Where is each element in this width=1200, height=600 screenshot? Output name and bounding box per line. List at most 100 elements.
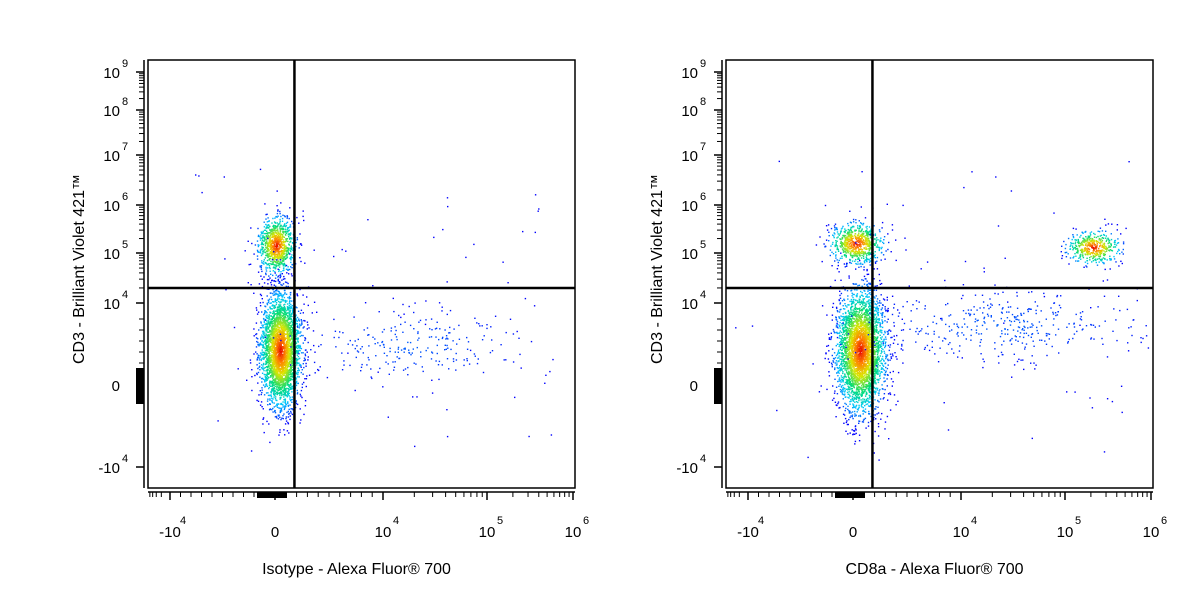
event-dot <box>304 354 307 357</box>
event-dot <box>291 343 294 345</box>
event-dot <box>278 362 280 364</box>
event-dot <box>277 414 279 416</box>
event-dot <box>298 247 300 249</box>
event-dot <box>864 248 866 250</box>
event-dot <box>278 243 280 245</box>
plot-border <box>147 59 576 489</box>
event-dot <box>302 352 304 354</box>
event-dot <box>277 377 279 380</box>
event-dot <box>291 373 293 376</box>
event-dot <box>271 348 273 350</box>
event-dot <box>288 334 291 336</box>
event-dot <box>861 237 863 239</box>
event-dot <box>854 250 857 252</box>
event-dot <box>431 379 433 381</box>
event-dot <box>273 306 275 309</box>
event-dot <box>282 299 285 301</box>
event-dot <box>859 240 861 242</box>
event-dot <box>287 359 289 361</box>
event-dot <box>275 337 278 339</box>
event-dot <box>279 416 281 419</box>
event-dot <box>290 333 293 335</box>
event-dot <box>455 359 458 361</box>
event-dot <box>267 377 270 379</box>
event-dot <box>287 342 290 344</box>
event-dot <box>287 421 289 424</box>
event-dot <box>282 335 285 338</box>
event-dot <box>272 356 275 359</box>
event-dot <box>282 265 285 267</box>
event-dot <box>305 362 307 365</box>
event-dot <box>850 235 853 238</box>
event-dot <box>289 224 292 226</box>
event-dot <box>289 378 292 381</box>
event-dot <box>845 243 848 245</box>
event-dot <box>281 294 283 296</box>
event-dot <box>265 392 268 394</box>
event-dot <box>277 276 279 278</box>
event-dot <box>284 337 286 339</box>
event-dot <box>270 364 272 366</box>
event-dot <box>280 238 282 240</box>
event-dot <box>272 235 274 237</box>
event-dot <box>283 262 286 265</box>
event-dot <box>284 293 286 295</box>
event-dot <box>283 378 285 381</box>
event-dot <box>284 289 286 292</box>
event-dot <box>284 402 287 404</box>
event-dot <box>274 290 277 292</box>
event-dot <box>874 244 876 246</box>
event-dot <box>258 357 260 359</box>
event-dot <box>263 356 266 359</box>
event-dot <box>281 243 283 245</box>
event-dot <box>291 248 293 250</box>
event-dot <box>282 313 284 315</box>
event-dot <box>284 379 286 381</box>
event-dot <box>279 358 281 360</box>
event-dot <box>257 235 260 238</box>
event-dot <box>267 352 269 354</box>
event-dot <box>830 245 832 247</box>
event-dot <box>272 232 274 235</box>
event-dot <box>299 243 302 245</box>
event-dot <box>449 326 451 329</box>
event-dot <box>271 329 274 332</box>
event-dot <box>296 345 298 347</box>
event-dot <box>282 356 285 358</box>
event-dot <box>279 411 281 414</box>
event-dot <box>270 253 273 255</box>
event-dot <box>276 329 278 331</box>
event-dot <box>836 240 838 242</box>
event-dot <box>287 404 289 407</box>
event-dot <box>273 248 275 251</box>
event-dot <box>280 403 283 405</box>
event-dot <box>273 350 276 352</box>
event-dot <box>439 328 441 330</box>
event-dot <box>860 257 863 259</box>
event-dot <box>264 232 266 235</box>
event-dot <box>280 262 283 264</box>
event-dot <box>279 318 281 320</box>
event-dot <box>270 240 272 242</box>
event-dot <box>276 374 278 376</box>
event-dot <box>275 234 278 237</box>
event-dot <box>274 299 276 301</box>
event-dot <box>262 336 264 338</box>
event-dot <box>278 358 280 361</box>
event-dot <box>857 239 860 241</box>
event-dot <box>305 378 308 380</box>
event-dot <box>282 406 284 408</box>
event-dot <box>289 373 292 375</box>
event-dot <box>296 295 299 297</box>
event-dot <box>264 350 267 352</box>
event-dot <box>864 259 866 261</box>
event-dot <box>413 328 415 330</box>
event-dot <box>862 222 865 225</box>
event-dot <box>295 350 297 353</box>
event-dot <box>274 348 276 351</box>
event-dot <box>264 373 266 376</box>
event-dot <box>295 333 298 335</box>
population-2 <box>264 297 551 398</box>
event-dot <box>268 258 271 260</box>
event-dot <box>282 253 284 256</box>
